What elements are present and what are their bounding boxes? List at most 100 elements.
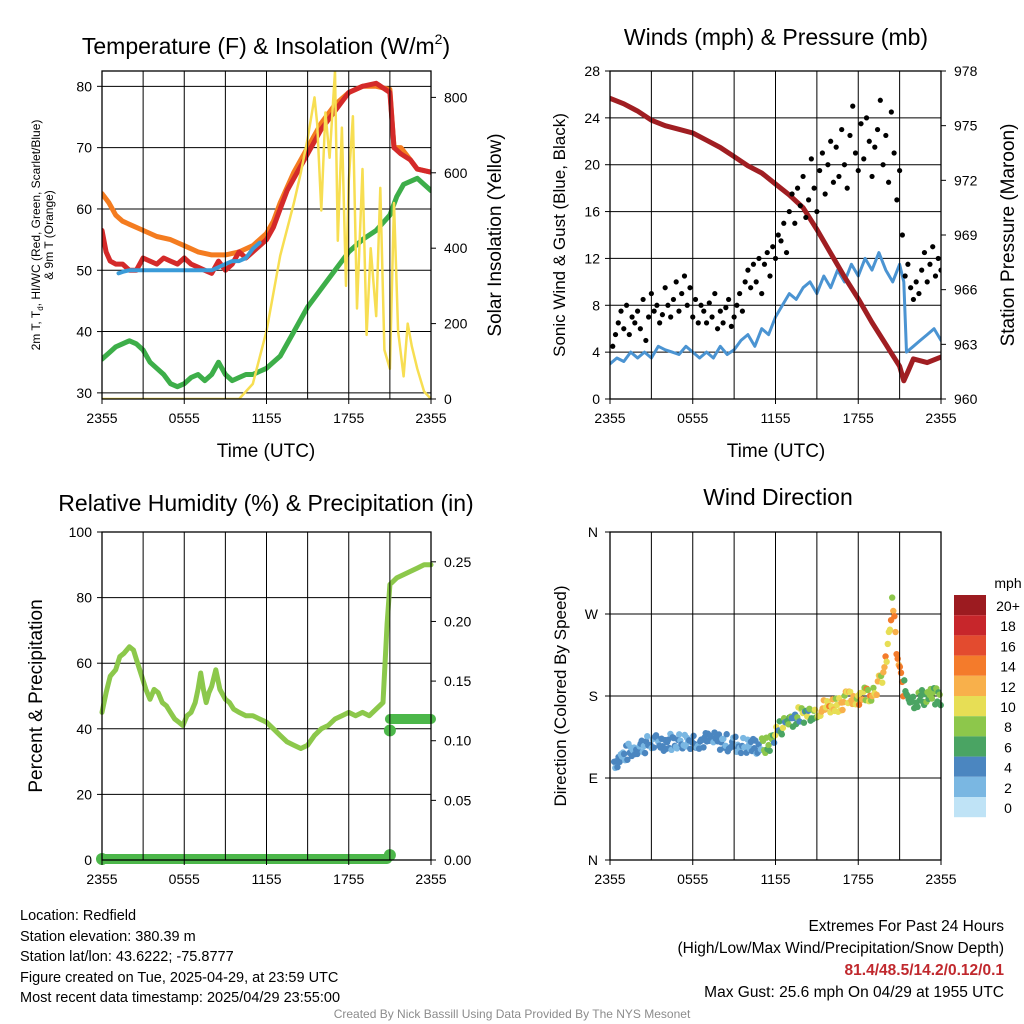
direction-point (732, 733, 739, 741)
direction-point (928, 695, 936, 702)
x-tick-label: 2355 (86, 871, 117, 887)
gust-point (863, 115, 870, 121)
y-tick-label: 0 (84, 852, 92, 868)
direction-chart: N E S W N 2355 0555 1155 1755 2355 Wind Direction D… (551, 484, 1022, 887)
y2-tick-label: 200 (444, 316, 468, 332)
gust-point (728, 323, 734, 329)
y2-tick-label: 0.25 (444, 554, 471, 570)
gust-point (828, 138, 834, 144)
plot-frame (101, 531, 432, 861)
y-tick-label: 100 (69, 524, 93, 540)
gust-point (803, 214, 809, 221)
gust-point (734, 302, 740, 308)
legend-swatch (954, 736, 986, 757)
gust-point (717, 308, 723, 314)
gust-point (659, 312, 666, 318)
direction-point (650, 744, 658, 751)
gust-point (905, 261, 911, 267)
direction-point (800, 719, 808, 726)
gust-point (800, 173, 806, 180)
y-tick-label: 20 (584, 157, 600, 173)
gust-point (927, 261, 933, 267)
gust-point (797, 203, 803, 209)
gust-point (640, 296, 646, 303)
gust-point (847, 132, 853, 139)
legend-label: 18 (1000, 618, 1016, 634)
x-tick-label: 2355 (594, 871, 625, 887)
direction-point (720, 735, 727, 743)
legend-label: 10 (1000, 699, 1016, 715)
legend-swatch (954, 595, 986, 616)
legend-label: 14 (1000, 659, 1016, 675)
y2-tick-label: 972 (954, 172, 978, 188)
y2-tick-label: 0 (444, 391, 452, 407)
gust-point (745, 267, 751, 273)
gust-point (899, 232, 905, 238)
direction-point (888, 594, 896, 601)
direction-point (864, 686, 872, 694)
y2-tick-label: 0.00 (444, 852, 471, 868)
direction-point (700, 744, 707, 751)
gust-point (767, 273, 773, 279)
gust-point (789, 191, 795, 197)
legend-swatch (954, 615, 986, 636)
x-tick-label: 2355 (415, 871, 446, 887)
gust-point (919, 267, 925, 273)
gust-point (748, 285, 754, 291)
gust-point (775, 232, 781, 238)
gust-point (720, 320, 726, 326)
legend-label: 16 (1000, 638, 1016, 654)
gust-point (637, 326, 643, 332)
gust-point (830, 179, 837, 185)
gust-point (811, 185, 817, 191)
y-label-line1-end: , HI/WC (Red, Green, Scarlet/Blue) (29, 120, 43, 307)
y2-tick-label: 960 (954, 391, 978, 407)
direction-point (883, 658, 890, 665)
gust-point (866, 138, 872, 144)
gust-point (872, 144, 878, 150)
legend-swatch (954, 756, 986, 777)
legend-label: 6 (1004, 739, 1012, 755)
gust-point (753, 279, 759, 285)
gust-point (932, 273, 939, 279)
two-meter-temp-line (102, 80, 431, 276)
title-end: ) (442, 33, 450, 59)
y-label-line2: & 9m T (Orange) (42, 190, 56, 280)
gust-point (783, 249, 790, 256)
gust-point (610, 343, 616, 349)
direction-point (737, 749, 745, 757)
y2-tick-label: 966 (954, 282, 978, 298)
gust-point (676, 308, 682, 314)
gust-point (651, 308, 657, 314)
gust-point (692, 296, 699, 303)
gust-point (836, 173, 842, 180)
gust-point (612, 331, 619, 338)
direction-point (839, 706, 846, 714)
y-tick-label: 4 (592, 344, 600, 360)
y-tick-label: 12 (584, 250, 600, 266)
y2-tick-label: 600 (444, 165, 468, 181)
direction-y-label: Direction (Colored By Speed) (551, 585, 570, 806)
y-tick-label: 70 (76, 140, 92, 156)
gust-point (806, 197, 812, 203)
x-tick-label: 1755 (843, 410, 874, 426)
direction-point (620, 750, 628, 758)
gust-point (877, 97, 883, 103)
y2-tick-label: 0.15 (444, 673, 471, 689)
direction-point (914, 703, 921, 711)
gust-point (681, 273, 688, 279)
gust-point (712, 290, 718, 297)
gust-point (621, 326, 627, 332)
gust-point (913, 279, 919, 285)
y-tick-label: 16 (584, 204, 600, 220)
temperature-title: Temperature (F) & Insolation (W/m2) (82, 31, 450, 59)
x-tick-label: 1155 (251, 871, 281, 887)
timestamp-line: Most recent data timestamp: 2025/04/29 2… (20, 990, 341, 1006)
temperature-series (102, 71, 431, 399)
x-tick-label: 2355 (925, 871, 956, 887)
gust-point (839, 126, 845, 133)
direction-point (778, 731, 786, 738)
gust-point (701, 308, 707, 314)
x-tick-label: 2355 (415, 410, 446, 426)
gust-point (632, 320, 638, 326)
